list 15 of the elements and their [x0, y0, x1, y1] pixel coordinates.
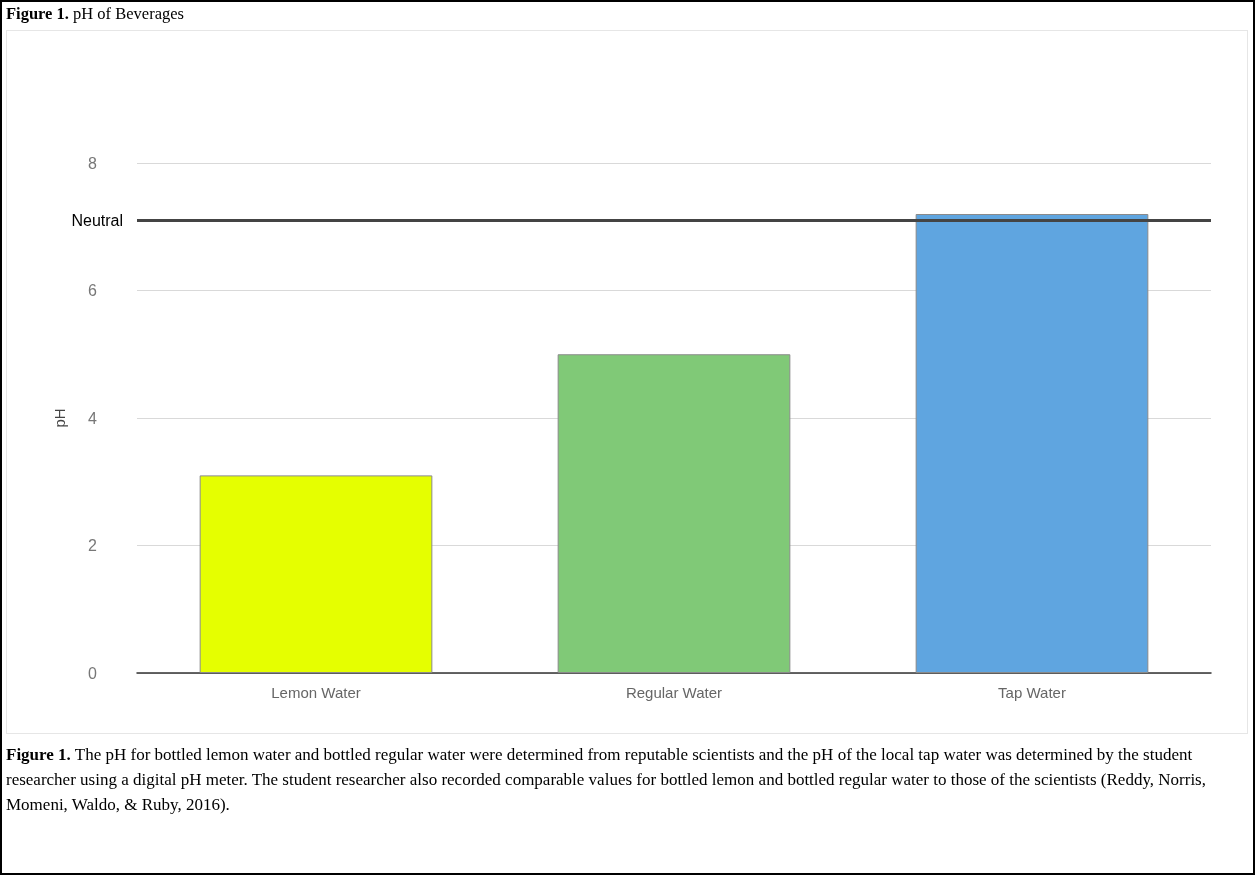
y-axis-title: pH [51, 408, 68, 428]
ref-line-label: Neutral [71, 211, 123, 229]
bar [199, 475, 433, 673]
y-tick-label: 2 [88, 537, 98, 554]
x-tick-label: Lemon Water [271, 684, 361, 701]
bar [557, 354, 791, 673]
y-tick-label: 6 [88, 282, 98, 299]
bar [915, 214, 1149, 673]
y-tick-label: 0 [88, 664, 98, 682]
y-tick-label: 8 [88, 154, 98, 172]
y-tick-label: 4 [88, 409, 98, 427]
x-tick-label: Regular Water [625, 684, 723, 701]
chart-title: Figure 1. pH of Beverages [6, 4, 184, 23]
caption: Figure 1. The pH for bottled lemon water and bottled regular water were determined from reputable scientists and the pH of the local tap water was determined by the student researcher using a digital pH meter. The student researcher also recorded comparable values for bottled lemon and bottled regular water to those of the scientists (Reddy, Norris, Momeni, Waldo, & Ruby, 2016). [6, 745, 1206, 814]
x-tick-label: Tap Water [998, 684, 1066, 701]
